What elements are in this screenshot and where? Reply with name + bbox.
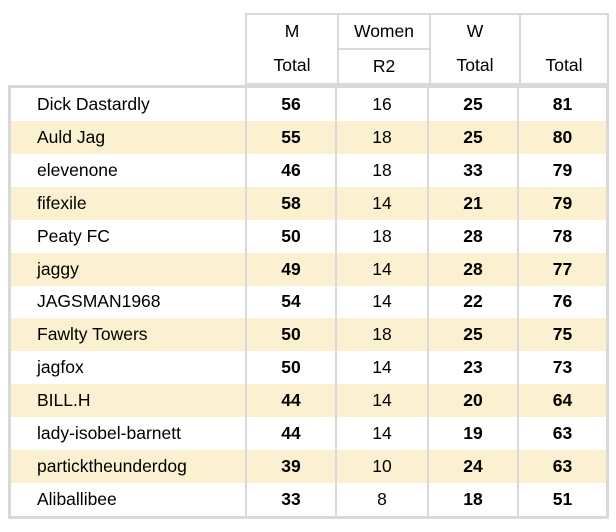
w-total-cell: 25 bbox=[427, 88, 517, 121]
total-cell: 81 bbox=[517, 88, 606, 121]
team-name: particktheunderdog bbox=[37, 456, 187, 477]
total-cell: 80 bbox=[517, 120, 606, 154]
m-total-cell: 44 bbox=[245, 384, 335, 418]
header-m-total-label: Total bbox=[273, 55, 311, 76]
m-total-cell: 56 bbox=[245, 88, 335, 121]
m-total-cell: 58 bbox=[245, 186, 335, 220]
table-row: JAGSMAN1968 54 14 22 76 bbox=[11, 285, 606, 319]
women-r2-cell: 8 bbox=[335, 483, 427, 516]
team-name: Dick Dastardly bbox=[37, 93, 150, 114]
w-total-cell: 20 bbox=[427, 384, 517, 418]
m-total-cell: 44 bbox=[245, 417, 335, 451]
m-total-cell: 50 bbox=[245, 318, 335, 352]
table-header: M Total Women R2 W Total Total bbox=[245, 13, 609, 85]
team-name: Auld Jag bbox=[37, 126, 106, 147]
team-name: JAGSMAN1968 bbox=[37, 291, 161, 312]
total-cell: 73 bbox=[517, 351, 606, 385]
table-row: Auld Jag 55 18 25 80 bbox=[11, 120, 606, 154]
team-name: Peaty FC bbox=[37, 225, 110, 246]
m-total-cell: 39 bbox=[245, 450, 335, 484]
m-total-cell: 50 bbox=[245, 219, 335, 253]
women-r2-cell: 18 bbox=[335, 120, 427, 154]
w-total-cell: 28 bbox=[427, 252, 517, 286]
total-cell: 63 bbox=[517, 417, 606, 451]
table-row: elevenone 46 18 33 79 bbox=[11, 153, 606, 187]
table-body: Dick Dastardly 56 16 25 81 Auld Jag 55 18 25 80 el… bbox=[8, 85, 609, 519]
w-total-cell: 22 bbox=[427, 285, 517, 319]
team-name: Fawlty Towers bbox=[37, 324, 148, 345]
table-row: lady-isobel-barnett 44 14 19 63 bbox=[11, 417, 606, 451]
header-col-m-total: M Total bbox=[247, 15, 337, 83]
m-total-cell: 50 bbox=[245, 351, 335, 385]
m-total-cell: 55 bbox=[245, 120, 335, 154]
women-r2-cell: 18 bbox=[335, 219, 427, 253]
header-w-label: W bbox=[466, 21, 484, 42]
table-row: fifexile 58 14 21 79 bbox=[11, 186, 606, 220]
w-total-cell: 25 bbox=[427, 120, 517, 154]
m-total-cell: 33 bbox=[245, 483, 335, 516]
w-total-cell: 23 bbox=[427, 351, 517, 385]
women-r2-cell: 14 bbox=[335, 285, 427, 319]
women-r2-cell: 18 bbox=[335, 318, 427, 352]
women-r2-cell: 14 bbox=[335, 351, 427, 385]
total-cell: 79 bbox=[517, 186, 606, 220]
total-cell: 77 bbox=[517, 252, 606, 286]
women-r2-cell: 14 bbox=[335, 417, 427, 451]
team-name: BILL.H bbox=[37, 390, 91, 411]
table-row: Fawlty Towers 50 18 25 75 bbox=[11, 318, 606, 352]
table-row: BILL.H 44 14 20 64 bbox=[11, 384, 606, 418]
team-name: fifexile bbox=[37, 192, 87, 213]
table-row: Dick Dastardly 56 16 25 81 bbox=[11, 88, 606, 121]
total-cell: 76 bbox=[517, 285, 606, 319]
header-blank-label bbox=[521, 15, 607, 49]
team-name: elevenone bbox=[37, 159, 118, 180]
table-row: jaggy 49 14 28 77 bbox=[11, 252, 606, 286]
m-total-cell: 46 bbox=[245, 153, 335, 187]
header-w-total-label: Total bbox=[456, 55, 494, 76]
w-total-cell: 25 bbox=[427, 318, 517, 352]
w-total-cell: 24 bbox=[427, 450, 517, 484]
total-cell: 63 bbox=[517, 450, 606, 484]
w-total-cell: 21 bbox=[427, 186, 517, 220]
team-name: lady-isobel-barnett bbox=[37, 423, 181, 444]
header-r2-label: R2 bbox=[372, 55, 396, 76]
header-women-label: Women bbox=[339, 15, 429, 50]
women-r2-cell: 14 bbox=[335, 186, 427, 220]
total-cell: 75 bbox=[517, 318, 606, 352]
w-total-cell: 18 bbox=[427, 483, 517, 516]
team-name: Aliballibee bbox=[37, 489, 117, 510]
women-r2-cell: 18 bbox=[335, 153, 427, 187]
table-row: Aliballibee 33 8 18 51 bbox=[11, 483, 606, 516]
w-total-cell: 19 bbox=[427, 417, 517, 451]
team-name: jaggy bbox=[37, 258, 79, 279]
table-row: Peaty FC 50 18 28 78 bbox=[11, 219, 606, 253]
total-cell: 79 bbox=[517, 153, 606, 187]
m-total-cell: 54 bbox=[245, 285, 335, 319]
table-row: particktheunderdog 39 10 24 63 bbox=[11, 450, 606, 484]
women-r2-cell: 14 bbox=[335, 252, 427, 286]
header-col-total: Total bbox=[519, 15, 607, 83]
total-cell: 64 bbox=[517, 384, 606, 418]
women-r2-cell: 14 bbox=[335, 384, 427, 418]
header-total-label: Total bbox=[545, 55, 583, 76]
total-cell: 78 bbox=[517, 219, 606, 253]
total-cell: 51 bbox=[517, 483, 606, 516]
team-name: jagfox bbox=[37, 357, 84, 378]
w-total-cell: 28 bbox=[427, 219, 517, 253]
m-total-cell: 49 bbox=[245, 252, 335, 286]
table-row: jagfox 50 14 23 73 bbox=[11, 351, 606, 385]
header-m-label: M bbox=[284, 21, 300, 42]
header-col-w-total: W Total bbox=[429, 15, 519, 83]
w-total-cell: 33 bbox=[427, 153, 517, 187]
women-r2-cell: 16 bbox=[335, 88, 427, 121]
header-col-women-r2: Women R2 bbox=[337, 15, 429, 83]
women-r2-cell: 10 bbox=[335, 450, 427, 484]
